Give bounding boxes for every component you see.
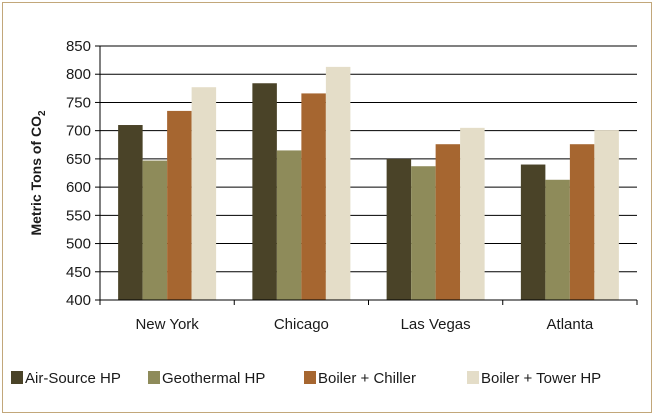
y-tick-label: 500 [66, 236, 91, 253]
y-tick-label: 550 [66, 207, 91, 224]
y-tick-label: 800 [66, 66, 91, 83]
x-tick-label: Chicago [274, 316, 329, 333]
axes [99, 46, 638, 305]
y-tick-label: 400 [66, 292, 91, 309]
y-tick-label: 650 [66, 151, 91, 168]
bar-boiler-chiller-new-york [167, 110, 192, 301]
bar-boiler-tower-hp-chicago [325, 66, 351, 300]
bar-air-source-hp-atlanta [520, 164, 546, 300]
y-axis-label: Metric Tons of CO2 [28, 110, 48, 236]
bar-boiler-chiller-atlanta [569, 144, 595, 300]
bars [118, 66, 619, 301]
y-axis-label-subscript: 2 [37, 110, 48, 116]
bar-geothermal-hp-chicago [276, 150, 302, 300]
y-tick-label: 700 [66, 123, 91, 140]
bar-air-source-hp-new-york [118, 125, 143, 301]
x-axis-labels: New York Chicago Las Vegas Atlanta [135, 316, 593, 333]
bar-air-source-hp-las-vegas [386, 158, 412, 300]
x-tick-label: Atlanta [547, 316, 594, 333]
bar-boiler-chiller-las-vegas [435, 144, 461, 300]
chart-frame: 400 450 500 550 600 650 700 750 800 850 New York C… [2, 2, 652, 413]
legend-label: Geothermal HP [162, 370, 265, 387]
bar-air-source-hp-chicago [252, 83, 277, 301]
y-axis-ticks: 400 450 500 550 600 650 700 750 800 850 [66, 38, 100, 309]
bar-boiler-tower-hp-atlanta [594, 130, 619, 300]
x-tick-label: New York [135, 316, 199, 333]
legend-swatch [304, 371, 316, 384]
bar-geothermal-hp-new-york [142, 160, 168, 300]
y-tick-label: 750 [66, 94, 91, 111]
y-tick-label: 850 [66, 38, 91, 55]
legend-label: Air-Source HP [25, 370, 121, 387]
bar-geothermal-hp-las-vegas [411, 166, 436, 300]
legend-swatch [467, 371, 479, 384]
bar-chart: 400 450 500 550 600 650 700 750 800 850 New York C… [11, 38, 638, 387]
y-axis-label-main: Metric Tons of CO [28, 116, 44, 236]
x-tick-label: Las Vegas [401, 316, 471, 333]
legend: Air-Source HP Geothermal HP Boiler + Chill… [11, 370, 601, 387]
y-tick-label: 450 [66, 264, 91, 281]
legend-swatch [11, 371, 23, 384]
bar-boiler-tower-hp-new-york [191, 87, 217, 301]
bar-geothermal-hp-atlanta [545, 179, 570, 300]
bar-boiler-chiller-chicago [301, 93, 326, 300]
legend-label: Boiler + Chiller [318, 370, 416, 387]
y-tick-label: 600 [66, 179, 91, 196]
legend-swatch [148, 371, 160, 384]
bar-boiler-tower-hp-las-vegas [460, 127, 485, 300]
legend-label: Boiler + Tower HP [481, 370, 601, 387]
